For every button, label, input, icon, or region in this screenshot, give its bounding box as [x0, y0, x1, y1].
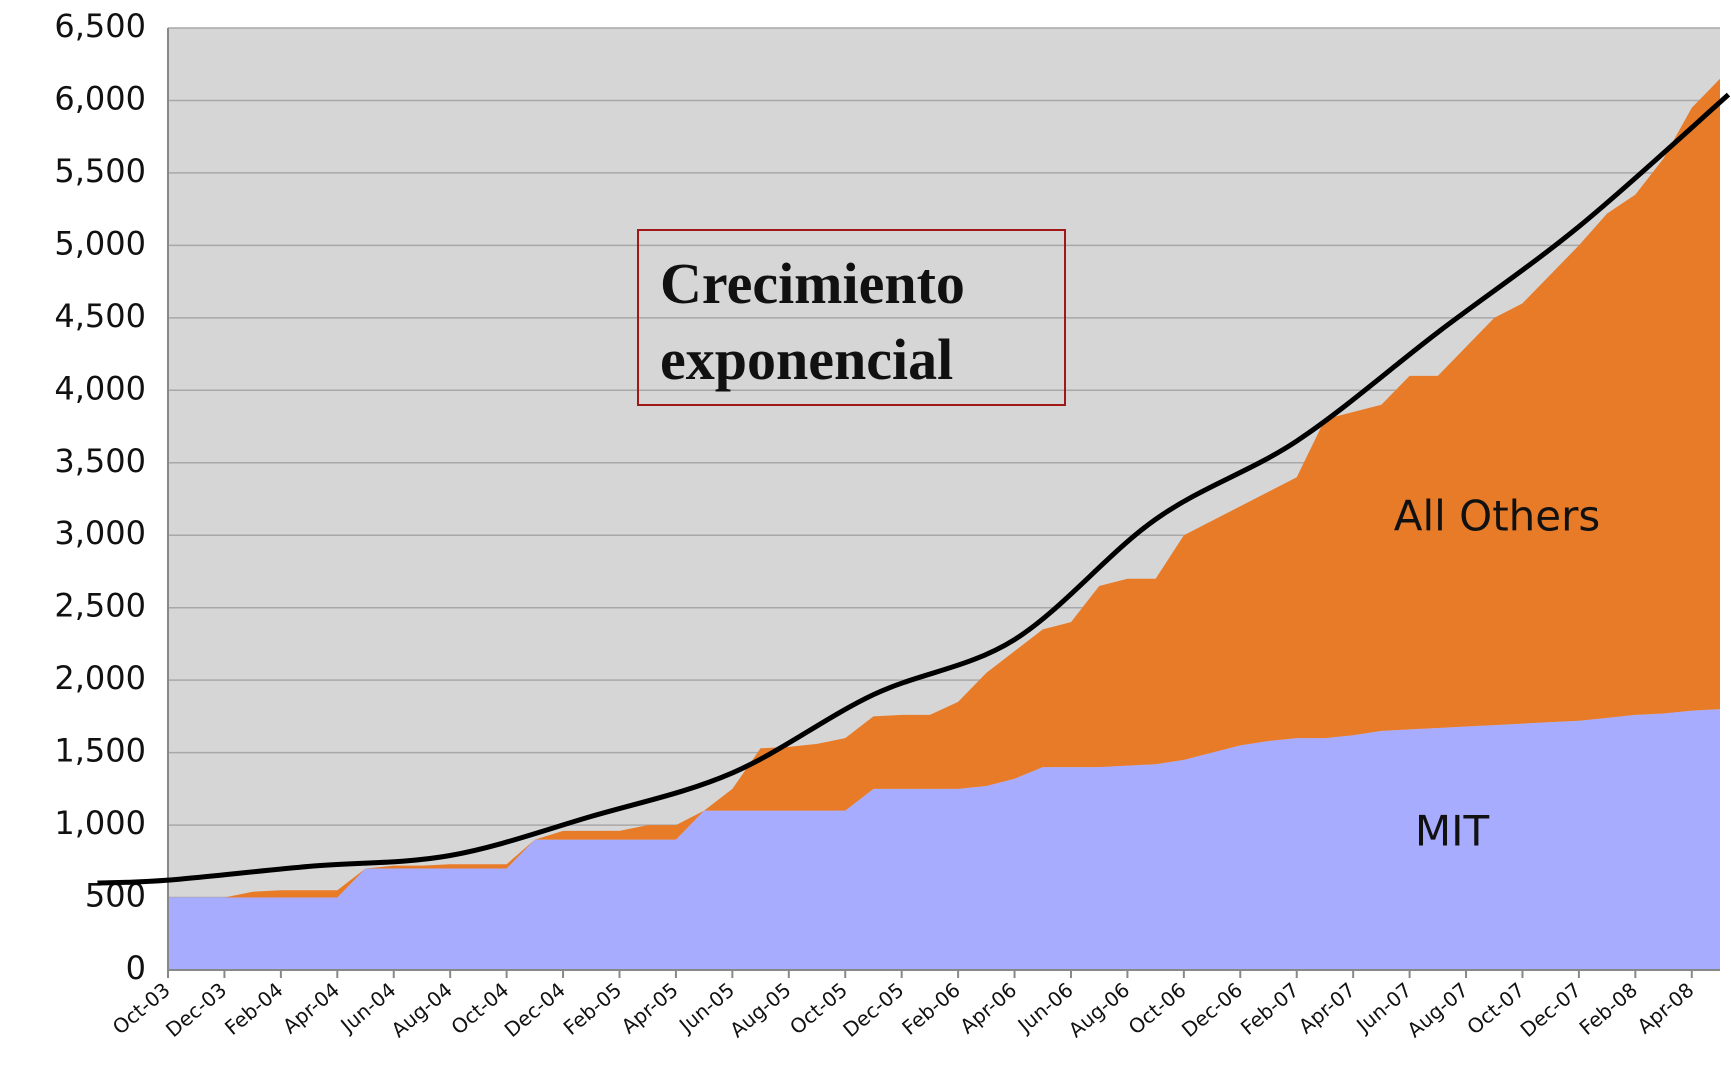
y-tick-label: 6,000 — [54, 79, 146, 117]
x-tick-label: Oct-07 — [1462, 978, 1529, 1040]
y-tick-label: 2,000 — [54, 659, 146, 697]
y-tick-label: 5,000 — [54, 224, 146, 262]
annotation-text: exponencial — [660, 327, 953, 392]
x-tick-label: Oct-06 — [1124, 978, 1191, 1040]
x-tick-label: Feb-07 — [1236, 978, 1304, 1040]
x-tick-label: Dec-05 — [838, 978, 908, 1042]
y-tick-label: 4,000 — [54, 369, 146, 407]
y-tick-label: 0 — [126, 949, 146, 987]
x-tick-label: Feb-08 — [1575, 978, 1643, 1040]
y-tick-label: 3,000 — [54, 514, 146, 552]
x-tick-label: Feb-05 — [559, 978, 627, 1040]
x-tick-label: Oct-05 — [785, 978, 852, 1040]
x-tick-label: Oct-04 — [446, 978, 513, 1040]
x-tick-label: Aug-06 — [1064, 978, 1134, 1042]
x-tick-label: Dec-04 — [500, 978, 570, 1042]
x-tick-label: Aug-05 — [725, 978, 795, 1042]
x-tick-label: Apr-05 — [617, 978, 683, 1039]
x-tick-label: Apr-07 — [1294, 978, 1360, 1039]
area — [168, 78, 1720, 898]
x-tick-label: Dec-07 — [1516, 978, 1586, 1042]
trend-line — [97, 92, 1731, 886]
x-tick-label: Apr-08 — [1633, 978, 1699, 1039]
x-tick-label: Feb-06 — [897, 978, 965, 1040]
area — [168, 709, 1720, 970]
x-tick-label: Aug-07 — [1402, 978, 1472, 1042]
y-tick-label: 4,500 — [54, 297, 146, 335]
annotation-text: Crecimiento — [660, 251, 965, 316]
y-tick-label: 5,500 — [54, 152, 146, 190]
y-tick-label: 1,500 — [54, 732, 146, 770]
series-label: MIT — [1415, 807, 1490, 856]
y-tick-label: 3,500 — [54, 442, 146, 480]
x-tick-label: Feb-04 — [220, 978, 288, 1040]
x-tick-label: Dec-03 — [161, 978, 231, 1042]
y-tick-label: 6,500 — [54, 7, 146, 45]
y-tick-label: 2,500 — [54, 587, 146, 625]
x-tick-label: Apr-04 — [278, 978, 344, 1039]
x-tick-label: Apr-06 — [955, 978, 1021, 1039]
x-tick-label: Aug-04 — [387, 978, 457, 1042]
x-tick-label: Dec-06 — [1177, 978, 1247, 1042]
y-tick-label: 1,000 — [54, 804, 146, 842]
series-label: All Others — [1394, 492, 1601, 541]
annotation-box — [637, 229, 1066, 406]
